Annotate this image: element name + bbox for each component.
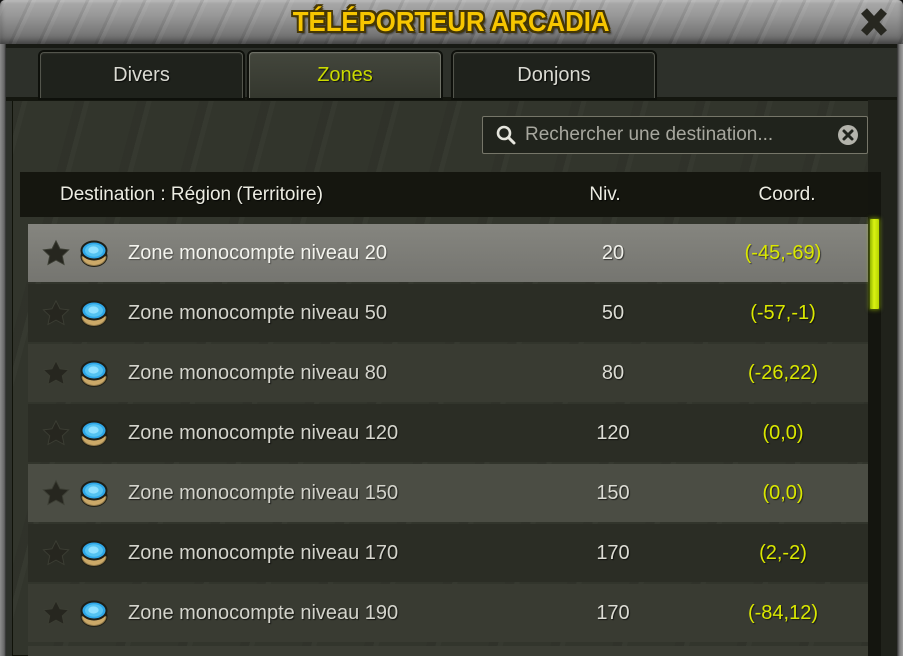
table-row[interactable]: Zone monocompte niveau 80 80 (-26,22) — [28, 344, 868, 402]
row-level: 170 — [596, 541, 630, 564]
titlebar-seam — [0, 44, 903, 48]
search-input[interactable] — [525, 124, 837, 146]
zaap-orb-icon — [80, 300, 108, 327]
row-coord: (-26,22) — [747, 361, 819, 384]
table-header: Destination : Région (Territoire) Niv. C… — [20, 172, 884, 217]
zone-icon-cell — [72, 537, 116, 569]
zone-icon-cell — [72, 417, 116, 449]
search-box[interactable] — [482, 116, 868, 154]
zone-icon-cell — [72, 477, 116, 509]
row-level: 20 — [601, 241, 625, 264]
zaap-orb-icon — [80, 600, 108, 627]
zone-icon-cell — [72, 297, 116, 329]
favorite-toggle[interactable] — [28, 538, 72, 568]
row-level: 80 — [601, 361, 625, 384]
favorite-toggle[interactable] — [28, 478, 72, 508]
favorite-toggle[interactable] — [28, 238, 72, 268]
row-coord: (-57,-1) — [750, 301, 816, 324]
zaap-orb-icon — [80, 360, 108, 387]
clear-search-button[interactable] — [837, 124, 859, 146]
zone-icon-cell — [72, 237, 116, 269]
zaap-orb-icon — [80, 420, 108, 447]
row-label: Zone monocompte niveau 50 — [128, 301, 388, 324]
zaap-orb-icon — [80, 480, 108, 507]
search-icon — [496, 125, 516, 145]
tab-zones-label: Zones — [317, 64, 373, 86]
tab-divers-label: Divers — [113, 64, 170, 86]
tab-zones[interactable]: Zones — [249, 52, 441, 98]
tab-bar: Divers Zones Donjons — [40, 52, 655, 98]
row-coord: (-84,12) — [747, 601, 819, 624]
zaap-orb-icon — [80, 240, 108, 267]
row-level: 170 — [596, 601, 630, 624]
titlebar: TÉLÉPORTEUR ARCADIA — [0, 0, 903, 44]
column-header-level: Niv. — [589, 183, 621, 205]
star-icon — [42, 419, 70, 446]
column-header-coord: Coord. — [758, 183, 816, 205]
row-label: Zone monocompte niveau 80 — [128, 361, 388, 384]
tab-donjons[interactable]: Donjons — [453, 52, 655, 98]
window-frame-right — [897, 44, 903, 656]
tabs-baseline — [6, 97, 897, 101]
close-button[interactable] — [857, 6, 891, 38]
row-label: Zone monocompte niveau 150 — [128, 481, 399, 504]
favorite-toggle[interactable] — [28, 298, 72, 328]
zone-icon-cell — [72, 597, 116, 629]
table-row[interactable]: Zone monocompte niveau 20 20 (-45,-69) — [28, 224, 868, 282]
row-level: 120 — [596, 421, 630, 444]
tab-divers[interactable]: Divers — [40, 52, 243, 98]
row-coord: (2,-2) — [759, 541, 807, 564]
row-level: 50 — [601, 301, 625, 324]
row-label: Zone monocompte niveau 20 — [128, 241, 388, 264]
star-icon — [42, 239, 70, 266]
row-coord: (-45,-69) — [744, 241, 822, 264]
star-icon — [42, 599, 70, 626]
row-coord: (0,0) — [762, 481, 804, 504]
table-row[interactable]: Zone monocompte niveau 190 170 (-84,12) — [28, 584, 868, 642]
favorite-toggle[interactable] — [28, 418, 72, 448]
column-header-destination: Destination : Région (Territoire) — [60, 183, 323, 205]
star-icon — [42, 359, 70, 386]
row-label: Zone monocompte niveau 190 — [128, 601, 399, 624]
tab-donjons-label: Donjons — [517, 64, 591, 86]
row-label: Zone monocompte niveau 120 — [128, 421, 399, 444]
star-icon — [42, 479, 70, 506]
star-icon — [42, 299, 70, 326]
partial-next-row — [28, 646, 868, 656]
zaap-orb-icon — [80, 540, 108, 567]
table-row[interactable]: Zone monocompte niveau 170 170 (2,-2) — [28, 524, 868, 582]
scrollbar-thumb[interactable] — [869, 218, 880, 310]
table-row[interactable]: Zone monocompte niveau 150 150 (0,0) — [28, 464, 868, 522]
star-icon — [42, 539, 70, 566]
window-title: TÉLÉPORTEUR ARCADIA — [293, 6, 610, 37]
favorite-toggle[interactable] — [28, 358, 72, 388]
row-label: Zone monocompte niveau 170 — [128, 541, 399, 564]
table-row[interactable]: Zone monocompte niveau 120 120 (0,0) — [28, 404, 868, 462]
window-frame-left — [0, 44, 6, 656]
row-coord: (0,0) — [762, 421, 804, 444]
row-level: 150 — [596, 481, 630, 504]
table-row[interactable]: Zone monocompte niveau 50 50 (-57,-1) — [28, 284, 868, 342]
close-icon — [861, 8, 887, 36]
favorite-toggle[interactable] — [28, 598, 72, 628]
destination-list: Zone monocompte niveau 20 20 (-45,-69) Z… — [28, 224, 868, 644]
zone-icon-cell — [72, 357, 116, 389]
clear-search-icon — [838, 125, 858, 145]
